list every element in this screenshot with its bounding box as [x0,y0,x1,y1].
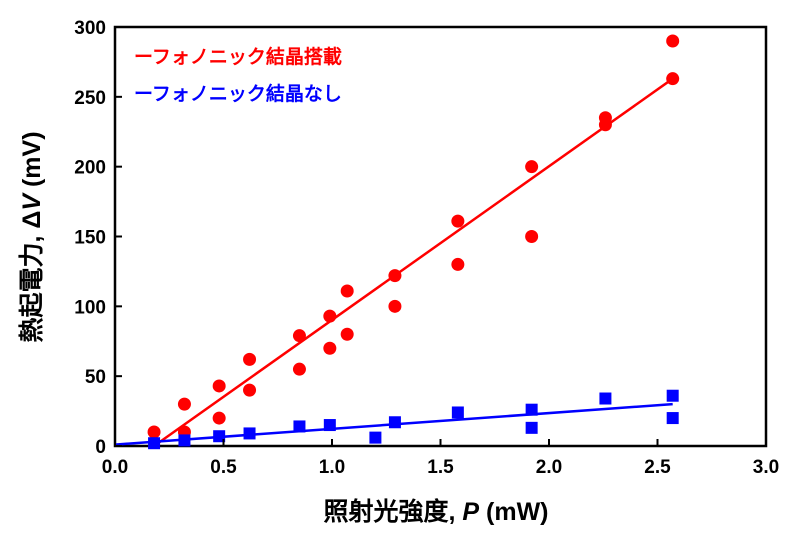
y-tick-label: 100 [74,297,106,318]
y-axis-ticks: 0 50 100 150 200 250 300 [74,18,122,458]
x-tick-label: 2.5 [644,457,671,478]
data-point-circle [177,397,191,411]
x-axis-label-part-1: 照射光強度, [323,497,462,526]
y-axis-label-variable: V [18,192,46,211]
data-point-square [525,421,538,434]
data-point-square [293,420,306,433]
x-axis-ticks: 0.0 0.5 1.0 1.5 2.0 2.5 3.0 [102,439,779,478]
data-point-circle [666,72,680,86]
data-point-circle [525,230,539,243]
x-tick-label: 1.0 [319,457,345,478]
x-axis-label: 照射光強度, P (mW) [323,497,548,526]
data-point-circle [212,411,226,425]
data-point-circle [388,299,402,313]
x-axis-label-part-3: (mW) [479,498,548,526]
data-point-circle [212,379,226,393]
data-point-square [666,389,679,402]
data-point-square [451,406,464,419]
y-tick-label: 200 [74,158,106,179]
data-point-circle [451,214,465,228]
y-axis-label: 熱起電力, ΔV (mV) [18,131,46,342]
x-tick-label: 0.0 [102,457,128,478]
data-point-circle [292,329,306,343]
data-point-circle [451,257,465,271]
data-point-square [178,434,191,447]
x-tick-label: 1.5 [427,457,454,478]
data-point-circle [388,269,402,283]
data-point-square [243,427,256,440]
data-point-square [323,419,336,432]
fit-line-series-1 [153,77,674,448]
y-tick-label: 250 [74,88,106,109]
data-point-circle [340,284,354,298]
x-tick-label: 3.0 [753,457,779,478]
data-point-circle [323,341,337,355]
x-tick-label: 0.5 [210,457,237,478]
data-point-circle [323,309,337,323]
data-point-square [666,412,679,425]
y-axis-label-part-1: 熱起電力, Δ [18,211,46,343]
x-axis-label-variable: P [462,498,479,526]
data-point-circle [292,362,306,376]
y-tick-label: 300 [74,18,106,39]
legend-entry-without-crystal: ーフォノニック結晶なし [134,82,342,105]
data-point-circle [666,34,680,48]
data-point-circle [340,327,354,341]
data-point-circle [147,425,161,439]
data-point-square [599,392,612,405]
y-tick-label: 150 [74,228,106,249]
y-tick-label: 50 [85,367,106,388]
legend-entry-with-crystal: ーフォノニック結晶搭載 [134,45,342,68]
data-point-square [148,437,161,450]
data-point-square [388,416,401,429]
data-markers [147,34,680,450]
fit-lines [114,77,674,448]
x-tick-label: 2.0 [536,457,562,478]
data-point-square [525,403,538,416]
data-point-square [213,430,226,443]
data-point-circle [598,118,612,132]
y-tick-label: 0 [95,437,106,458]
data-point-circle [243,352,257,366]
data-point-circle [243,383,257,397]
data-point-circle [525,160,539,174]
y-axis-label-part-3: (mV) [18,131,46,194]
data-point-square [369,431,382,444]
